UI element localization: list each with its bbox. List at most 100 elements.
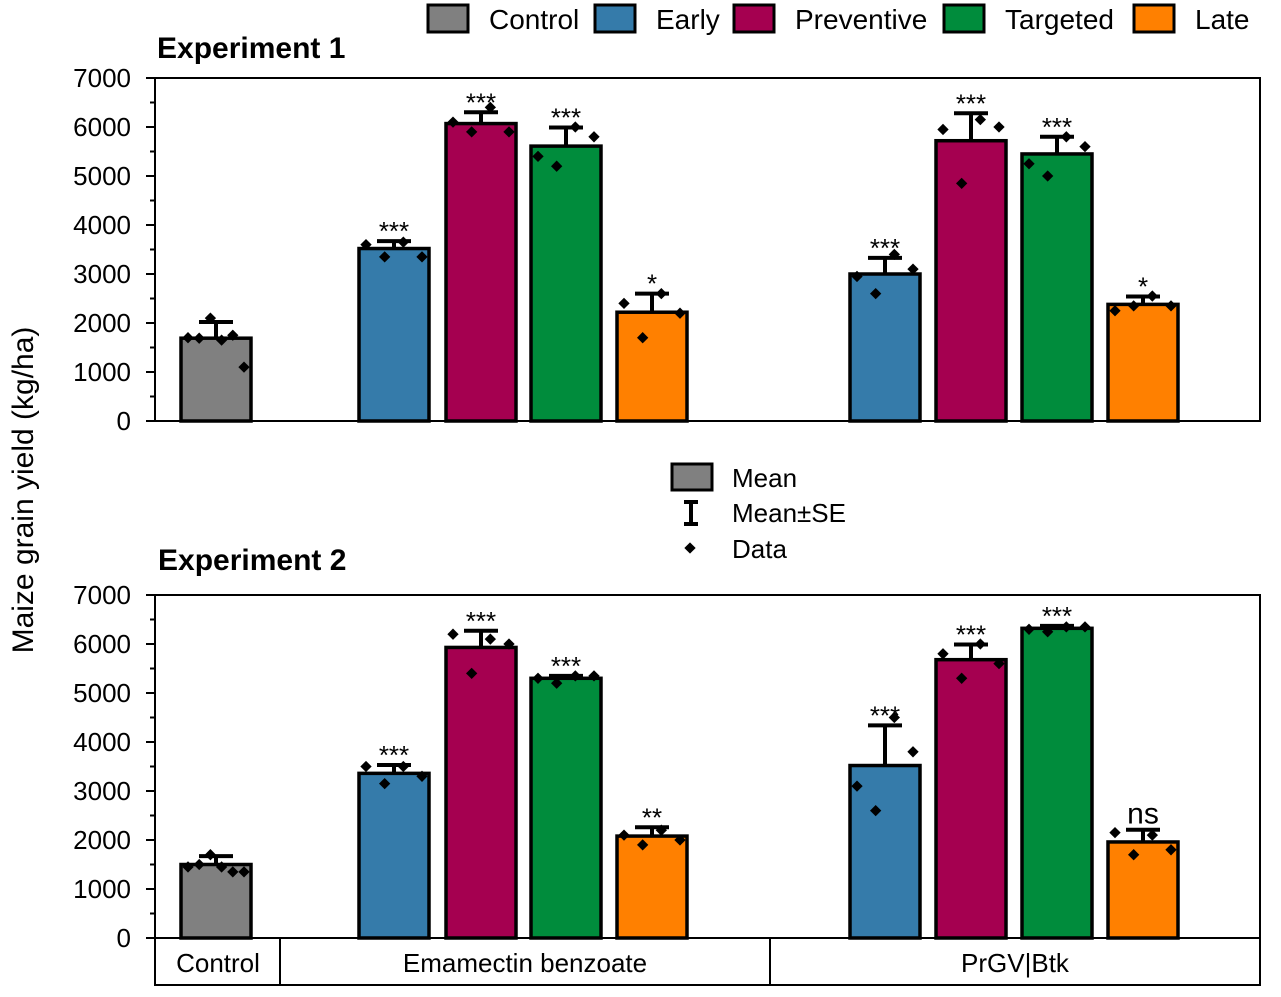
significance-label: *** <box>466 606 496 636</box>
data-point <box>1060 131 1072 143</box>
key-legend: Mean Mean±SE Data <box>670 462 846 564</box>
bar-group-prgv-btk-late: * <box>1106 272 1180 423</box>
legend-label-control: Control <box>489 4 579 35</box>
data-point <box>484 633 496 645</box>
data-point <box>637 839 649 851</box>
data-point <box>466 126 478 138</box>
y-tick-label: 1000 <box>73 874 131 904</box>
group-label-box: Control Emamectin benzoate PrGV|Btk <box>154 937 1261 986</box>
data-point <box>674 307 686 319</box>
panel-experiment-1: Experiment 1 0 1000 2000 3000 4000 5000 6000 70… <box>73 32 1261 436</box>
data-point <box>1109 826 1121 839</box>
data-point <box>588 131 600 143</box>
y-tick-label: 1000 <box>73 357 131 387</box>
y-tick-label: 5000 <box>73 161 131 191</box>
legend-label-preventive: Preventive <box>795 4 927 35</box>
data-point <box>532 672 544 684</box>
significance-label: *** <box>956 619 986 649</box>
bar-group-prgv-btk-early: *** <box>848 233 922 423</box>
data-point <box>238 866 250 878</box>
bar <box>179 862 253 940</box>
bar <box>1106 302 1180 423</box>
data-point <box>1023 623 1035 635</box>
bar <box>529 676 603 940</box>
data-point <box>1146 829 1158 841</box>
data-point <box>397 236 409 248</box>
data-point <box>888 711 900 724</box>
significance-label: *** <box>379 216 409 246</box>
key-mean-swatch <box>670 462 714 492</box>
data-point <box>182 332 194 344</box>
significance-label: *** <box>551 102 581 132</box>
data-point <box>974 638 986 650</box>
data-point <box>851 270 863 283</box>
data-point <box>851 780 863 792</box>
significance-label: *** <box>1042 601 1072 631</box>
data-point <box>674 834 686 846</box>
bar <box>848 272 922 423</box>
group-label: Control <box>176 948 260 978</box>
bar-group-emamectin-benzoate-early: *** <box>357 216 431 423</box>
data-point <box>956 672 968 684</box>
significance-label: *** <box>956 88 986 118</box>
data-point <box>870 804 882 817</box>
bar-group-emamectin-benzoate-late: ** <box>615 802 689 940</box>
y-axis-title: Maize grain yield (kg/ha) <box>7 327 40 654</box>
bar-group-prgv-btk-early: *** <box>848 700 922 940</box>
data-point <box>551 677 563 689</box>
bar <box>1020 626 1094 940</box>
y-tick-label: 7000 <box>73 580 131 610</box>
data-point <box>416 251 428 263</box>
bar <box>615 834 689 940</box>
data-point <box>655 287 667 300</box>
key-mean-label: Mean <box>732 463 797 493</box>
significance-label: *** <box>870 233 900 263</box>
panel-experiment-2: Experiment 2 0 1000 2000 3000 4000 5000 6000 70… <box>73 544 1261 953</box>
data-point <box>907 746 919 758</box>
legend-label-targeted: Targeted <box>1005 4 1114 35</box>
y-tick-label: 2000 <box>73 825 131 855</box>
data-point <box>215 861 228 873</box>
data-point <box>227 866 239 878</box>
bar-group-emamectin-benzoate-late: * <box>615 269 689 423</box>
bar-group-emamectin-benzoate-preventive: *** <box>444 87 518 423</box>
plot-frame <box>154 77 1261 422</box>
legend-swatch-early <box>593 3 637 34</box>
significance-label: * <box>647 269 657 299</box>
y-tick-label: 5000 <box>73 678 131 708</box>
bar <box>934 657 1008 940</box>
key-se-icon <box>684 500 698 526</box>
bar-group-emamectin-benzoate-early: *** <box>357 740 431 940</box>
bar-group-prgv-btk-late: ns <box>1106 798 1180 940</box>
data-point <box>193 332 205 344</box>
y-tick-label: 7000 <box>73 63 131 93</box>
y-tick-label: 2000 <box>73 308 131 338</box>
data-point <box>993 657 1005 670</box>
y-tick-label: 4000 <box>73 727 131 757</box>
data-point <box>993 121 1005 133</box>
y-tick-label: 3000 <box>73 776 131 806</box>
bar <box>1020 152 1094 423</box>
data-point <box>204 849 217 861</box>
bar-group-control-control <box>179 312 253 423</box>
data-point <box>379 251 391 263</box>
group-box-frame <box>154 937 1261 986</box>
bar <box>529 144 603 423</box>
y-tick-label: 0 <box>117 923 131 953</box>
data-point <box>503 126 515 138</box>
data-point <box>1079 140 1091 153</box>
data-point <box>655 824 667 836</box>
data-point <box>360 238 372 251</box>
data-point <box>532 150 544 163</box>
legend-swatch-late <box>1132 3 1176 34</box>
data-point <box>1109 305 1121 317</box>
data-point <box>1042 170 1054 182</box>
group-label: PrGV|Btk <box>961 948 1070 978</box>
data-point <box>937 648 949 660</box>
panel-title: Experiment 2 <box>158 544 346 577</box>
data-point <box>182 861 194 873</box>
key-se-label: Mean±SE <box>732 498 846 528</box>
key-data-label: Data <box>732 534 787 564</box>
plot-frame <box>154 594 1261 939</box>
